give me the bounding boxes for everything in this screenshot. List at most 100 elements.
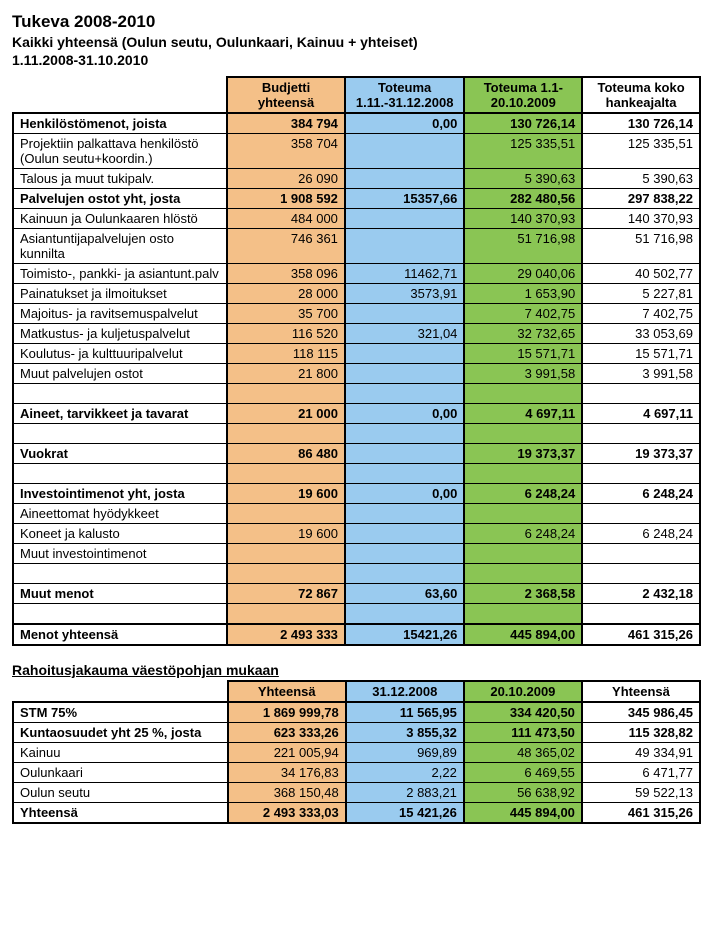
cell-c4: 297 838,22 [582,189,700,209]
spacer-cell [582,604,700,625]
table-row: Matkustus- ja kuljetuspalvelut116 520321… [13,324,700,344]
table-row [13,384,700,404]
cell-c4: 59 522,13 [582,783,700,803]
table-row: Majoitus- ja ravitsemuspalvelut35 7007 4… [13,304,700,324]
cell-c3: 19 373,37 [464,444,582,464]
cell-c4: 51 716,98 [582,229,700,264]
cell-c3: 282 480,56 [464,189,582,209]
cell-c4: 7 402,75 [582,304,700,324]
cell-c1: 19 600 [227,484,345,504]
cell-c4: 130 726,14 [582,113,700,134]
cell-c2: 11 565,95 [346,702,464,723]
cell-c2: 11462,71 [345,264,464,284]
cell-c3: 1 653,90 [464,284,582,304]
cell-c4: 33 053,69 [582,324,700,344]
cell-c2 [345,504,464,524]
cell-c4: 6 471,77 [582,763,700,783]
cell-c4: 6 248,24 [582,484,700,504]
cell-c4 [582,504,700,524]
spacer-cell [227,424,345,444]
table-row: Toimisto-, pankki- ja asiantunt.palv358 … [13,264,700,284]
row-label: Talous ja muut tukipalv. [13,169,227,189]
spacer-cell [464,464,582,484]
row-label: Menot yhteensä [13,624,227,645]
table-row: STM 75%1 869 999,7811 565,95334 420,5034… [13,702,700,723]
cell-c1: 484 000 [227,209,345,229]
cell-c4: 125 335,51 [582,134,700,169]
row-label: Projektiin palkattava henkilöstö (Oulun … [13,134,227,169]
cell-c2 [345,209,464,229]
table-row: Kainuun ja Oulunkaaren hlöstö484 000140 … [13,209,700,229]
table-row: Investointimenot yht, josta19 6000,006 2… [13,484,700,504]
cell-c1: 384 794 [227,113,345,134]
spacer-cell [13,564,227,584]
table-row: Kainuu221 005,94969,8948 365,0249 334,91 [13,743,700,763]
table-row: Yhteensä2 493 333,0315 421,26445 894,004… [13,803,700,824]
spacer-cell [13,464,227,484]
cell-c3: 48 365,02 [464,743,582,763]
spacer-cell [345,464,464,484]
table-row [13,464,700,484]
cell-c1: 2 493 333 [227,624,345,645]
cell-c1: 1 908 592 [227,189,345,209]
row-label: Yhteensä [13,803,228,824]
table-row: Projektiin palkattava henkilöstö (Oulun … [13,134,700,169]
cell-c1: 358 704 [227,134,345,169]
table-row [13,424,700,444]
row-label: Kuntaosuudet yht 25 %, josta [13,723,228,743]
spacer-cell [464,384,582,404]
cell-c1: 72 867 [227,584,345,604]
cell-c2 [345,134,464,169]
cell-c3: 51 716,98 [464,229,582,264]
cell-c3: 56 638,92 [464,783,582,803]
row-label: Aineet, tarvikkeet ja tavarat [13,404,227,424]
cell-c2 [345,364,464,384]
cell-c3: 15 571,71 [464,344,582,364]
table-row: Muut investointimenot [13,544,700,564]
cell-c2: 15 421,26 [346,803,464,824]
cell-c2 [345,304,464,324]
row-label: Toimisto-, pankki- ja asiantunt.palv [13,264,227,284]
cell-c1: 358 096 [227,264,345,284]
table-row: Vuokrat86 48019 373,3719 373,37 [13,444,700,464]
spacer-cell [464,564,582,584]
cell-c2: 3 855,32 [346,723,464,743]
cell-c3: 334 420,50 [464,702,582,723]
cell-c2: 2 883,21 [346,783,464,803]
row-label: Henkilöstömenot, joista [13,113,227,134]
table-row: Koulutus- ja kulttuuripalvelut118 11515 … [13,344,700,364]
spacer-cell [582,424,700,444]
cell-c2 [345,444,464,464]
cell-c2: 15421,26 [345,624,464,645]
row-label: Kainuu [13,743,228,763]
page-subtitle: Kaikki yhteensä (Oulun seutu, Oulunkaari… [12,34,701,50]
spacer-cell [13,604,227,625]
cell-c2: 63,60 [345,584,464,604]
cell-c4: 5 227,81 [582,284,700,304]
cell-c4: 115 328,82 [582,723,700,743]
cell-c1: 35 700 [227,304,345,324]
table-row: Oulun seutu368 150,482 883,2156 638,9259… [13,783,700,803]
table1-header-toteuma-koko: Toteuma koko hankeajalta [582,77,700,113]
table2-header-yhteensa1: Yhteensä [228,681,346,702]
table2-header-2008: 31.12.2008 [346,681,464,702]
cell-c4: 461 315,26 [582,803,700,824]
cell-c2: 969,89 [346,743,464,763]
cell-c1: 368 150,48 [228,783,346,803]
table1-header-budjetti: Budjetti yhteensä [227,77,345,113]
table1-header-blank [13,77,227,113]
table-row [13,604,700,625]
spacer-cell [582,564,700,584]
cell-c1: 1 869 999,78 [228,702,346,723]
cell-c4: 345 986,45 [582,702,700,723]
cell-c2: 0,00 [345,113,464,134]
cell-c1: 2 493 333,03 [228,803,346,824]
row-label: Oulunkaari [13,763,228,783]
row-label: Kainuun ja Oulunkaaren hlöstö [13,209,227,229]
table-row: Oulunkaari34 176,832,226 469,556 471,77 [13,763,700,783]
cell-c1: 26 090 [227,169,345,189]
row-label: Muut menot [13,584,227,604]
table-row: Painatukset ja ilmoitukset28 0003573,911… [13,284,700,304]
cell-c3: 7 402,75 [464,304,582,324]
cell-c2: 15357,66 [345,189,464,209]
